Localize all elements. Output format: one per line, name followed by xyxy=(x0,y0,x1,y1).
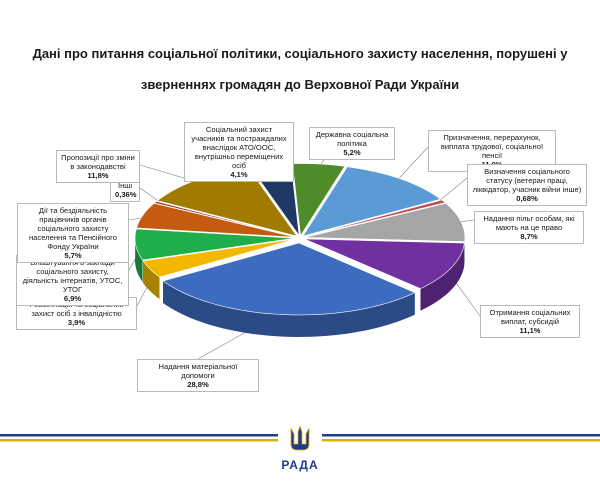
pie-slice-6 xyxy=(142,238,296,278)
label-social-payments: Отримання соціальних виплат, субсидій 11,… xyxy=(480,305,580,338)
label-social-status: Визначення соціального статусу (ветеран … xyxy=(467,164,587,206)
leader-line-1 xyxy=(395,146,429,183)
pie-side-4 xyxy=(420,243,465,311)
label-legislation: Пропозиції про зміни в законодавстві 11,8… xyxy=(56,150,140,183)
leader-line-9 xyxy=(139,187,163,205)
pie-slice-1 xyxy=(302,166,442,237)
label-material-aid: Надання матеріальної допомоги 28,8% xyxy=(137,359,259,392)
footer-brand: РАДА xyxy=(281,458,319,472)
leader-line-2 xyxy=(436,177,468,204)
chart-title: Дані про питання соціальної політики, со… xyxy=(32,46,568,92)
pie-side-5 xyxy=(163,280,415,337)
pie-slice-3 xyxy=(304,202,466,242)
pie-slice-0 xyxy=(292,163,346,237)
pie-slice-4 xyxy=(304,238,465,289)
label-ato: Соціальний захист учасників та постражда… xyxy=(184,122,294,182)
pie-slice-8 xyxy=(136,203,296,238)
pie-side-6 xyxy=(143,260,160,300)
label-workers-actions: Дії та бездіяльність працівників органів… xyxy=(17,203,129,263)
pie-slice-2 xyxy=(304,199,446,238)
label-benefits: Надання пільг особам, які мають на це пр… xyxy=(474,211,584,244)
pie-slice-9 xyxy=(153,201,296,238)
trident-icon xyxy=(290,426,310,451)
pie-side-7 xyxy=(135,235,143,283)
label-state-policy: Державна соціальна політика 5,2% xyxy=(309,127,395,160)
pie-slice-5 xyxy=(162,242,416,316)
pie-slice-7 xyxy=(134,228,296,261)
footer xyxy=(0,426,600,486)
